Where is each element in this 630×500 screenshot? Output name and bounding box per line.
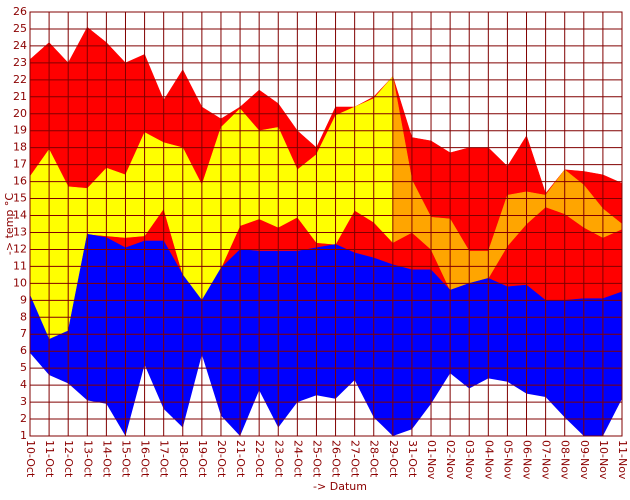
x-tick-label: 26-Oct bbox=[330, 440, 343, 478]
plot-frame bbox=[29, 11, 623, 437]
x-tick-label: 04-Nov bbox=[482, 440, 495, 480]
x-tick-label: 18-Oct bbox=[177, 440, 190, 478]
x-tick-label: 15-Oct bbox=[119, 440, 132, 478]
x-tick-label: 08-Nov bbox=[559, 440, 572, 480]
x-tick-label: 22-Oct bbox=[253, 440, 266, 478]
y-tick-label: 25 bbox=[13, 22, 27, 35]
x-tick-label: 09-Nov bbox=[578, 440, 591, 480]
x-tick-label: 07-Nov bbox=[540, 440, 553, 480]
y-tick-label: 22 bbox=[13, 73, 27, 86]
x-tick-label: 10-Oct bbox=[24, 440, 37, 478]
x-tick-label: 14-Oct bbox=[100, 440, 113, 478]
x-tick-label: 03-Nov bbox=[463, 440, 476, 480]
y-tick-label: 13 bbox=[13, 225, 27, 238]
x-tick-label: 24-Oct bbox=[291, 440, 304, 478]
x-tick-label: 31-Oct bbox=[406, 440, 419, 478]
y-axis-label: -> temp °C bbox=[3, 193, 16, 255]
x-tick-label: 19-Oct bbox=[196, 440, 209, 478]
y-tick-label: 6 bbox=[20, 344, 27, 357]
y-tick-label: 20 bbox=[13, 107, 27, 120]
y-tick-label: 9 bbox=[20, 293, 27, 306]
x-tick-label: 16-Oct bbox=[139, 440, 152, 478]
x-tick-label: 21-Oct bbox=[234, 440, 247, 478]
y-tick-label: 10 bbox=[13, 276, 27, 289]
y-tick-label: 17 bbox=[13, 158, 27, 171]
y-tick-label: 8 bbox=[20, 310, 27, 323]
y-tick-label: 26 bbox=[13, 5, 27, 18]
y-tick-label: 18 bbox=[13, 141, 27, 154]
y-tick-label: 4 bbox=[20, 378, 27, 391]
y-tick-label: 16 bbox=[13, 175, 27, 188]
x-tick-label: 25-Oct bbox=[310, 440, 323, 478]
y-tick-label: 23 bbox=[13, 56, 27, 69]
y-tick-label: 2 bbox=[20, 412, 27, 425]
x-tick-label: 23-Oct bbox=[272, 440, 285, 478]
x-tick-label: 20-Oct bbox=[215, 440, 228, 478]
x-tick-label: 10-Nov bbox=[597, 440, 610, 480]
x-tick-label: 01-Nov bbox=[425, 440, 438, 480]
x-tick-label: 17-Oct bbox=[158, 440, 171, 478]
y-tick-label: 24 bbox=[13, 39, 27, 52]
x-tick-label: 29-Oct bbox=[387, 440, 400, 478]
x-tick-label: 12-Oct bbox=[62, 440, 75, 478]
y-tick-label: 11 bbox=[13, 259, 27, 272]
y-tick-label: 5 bbox=[20, 361, 27, 374]
x-tick-label: 28-Oct bbox=[368, 440, 381, 478]
y-tick-label: 7 bbox=[20, 327, 27, 340]
x-tick-label: 11-Nov bbox=[616, 440, 629, 480]
x-tick-label: 11-Oct bbox=[43, 440, 56, 478]
x-tick-label: 13-Oct bbox=[81, 440, 94, 478]
below-min bbox=[30, 352, 622, 436]
y-tick-label: 21 bbox=[13, 90, 27, 103]
y-tick-label: 3 bbox=[20, 395, 27, 408]
x-tick-label: 05-Nov bbox=[501, 440, 514, 480]
x-tick-label: 02-Nov bbox=[444, 440, 457, 480]
x-axis-label: -> Datum bbox=[313, 480, 367, 493]
y-tick-label: 19 bbox=[13, 124, 27, 137]
y-tick-label: 14 bbox=[13, 209, 27, 222]
y-tick-label: 12 bbox=[13, 242, 27, 255]
y-tick-label: 1 bbox=[20, 429, 27, 442]
x-tick-label: 06-Nov bbox=[521, 440, 534, 480]
y-tick-label: 15 bbox=[13, 192, 27, 205]
x-tick-label: 27-Oct bbox=[349, 440, 362, 478]
